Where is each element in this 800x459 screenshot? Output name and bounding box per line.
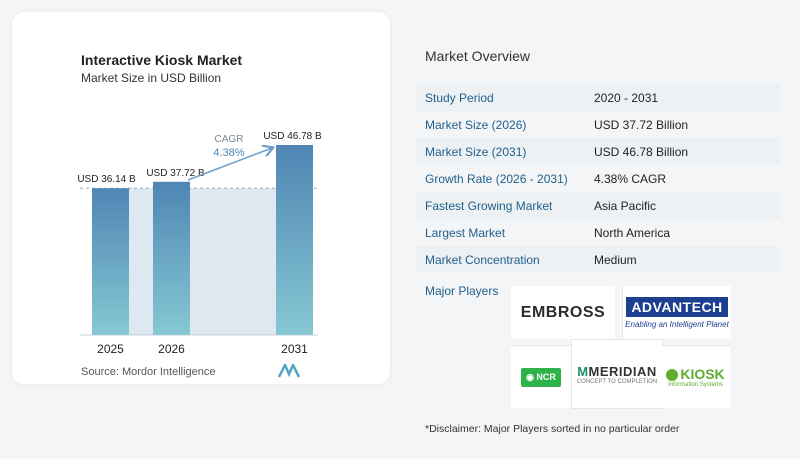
bar-2026 xyxy=(153,181,190,335)
overview-value: Medium xyxy=(594,253,637,267)
disclaimer: *Disclaimer: Major Players sorted in no … xyxy=(425,423,680,435)
data-label-2026: USD 37.72 B xyxy=(146,168,205,179)
cagr-label: CAGR xyxy=(215,134,244,145)
bar-chart: USD 36.14 B 2025 USD 37.72 B 2026 USD 46.78 … xyxy=(77,131,322,356)
overview-row: Market Size (2026) USD 37.72 Billion xyxy=(416,111,780,139)
overview-row: Largest Market North America xyxy=(416,219,780,247)
overview-row: Growth Rate (2026 - 2031) 4.38% CAGR xyxy=(416,165,780,193)
overview-value: USD 37.72 Billion xyxy=(594,118,689,132)
overview-key: Largest Market xyxy=(425,226,506,240)
players-title: Major Players xyxy=(425,284,499,298)
overview-key: Growth Rate (2026 - 2031) xyxy=(425,172,568,186)
x-tick-2031: 2031 xyxy=(281,342,308,356)
overview-row: Study Period 2020 - 2031 xyxy=(416,84,780,111)
bar-2025 xyxy=(92,188,129,335)
bar-2031 xyxy=(276,145,313,335)
overview-value: USD 46.78 Billion xyxy=(594,145,689,159)
overview-row: Fastest Growing Market Asia Pacific xyxy=(416,192,780,219)
x-tick-2025: 2025 xyxy=(97,342,124,356)
advantech-logo: ADVANTECH Enabling an Intelligent Planet xyxy=(622,286,731,339)
mordor-logo-icon xyxy=(277,362,302,383)
ncr-logo: ◉ NCR xyxy=(511,345,571,408)
overview-value: 4.38% CAGR xyxy=(594,172,667,186)
overview-value: 2020 - 2031 xyxy=(594,91,659,105)
overview-value: Asia Pacific xyxy=(594,199,657,213)
overview-key: Market Concentration xyxy=(425,253,540,267)
overview-key: Market Size (2031) xyxy=(425,145,527,159)
overview-value: North America xyxy=(594,226,671,240)
x-tick-2026: 2026 xyxy=(158,342,185,356)
overview-row: Market Size (2031) USD 46.78 Billion xyxy=(416,138,780,165)
meridian-logo: MMERIDIAN CONCEPT TO COMPLETION xyxy=(571,339,663,409)
kiosk-logo: KIOSK Information Systems xyxy=(661,345,730,408)
source-note: Source: Mordor Intelligence xyxy=(81,366,216,378)
overview-key: Fastest Growing Market xyxy=(425,199,553,213)
growth-band xyxy=(129,188,276,335)
data-label-2031: USD 46.78 B xyxy=(263,131,322,142)
overview-key: Study Period xyxy=(425,91,494,105)
overview-key: Market Size (2026) xyxy=(425,118,527,132)
cagr-arrow xyxy=(187,148,272,181)
data-label-2025: USD 36.14 B xyxy=(77,174,136,185)
overview-title: Market Overview xyxy=(425,48,531,64)
overview-row: Market Concentration Medium xyxy=(416,246,780,273)
chart-title: Interactive Kiosk Market xyxy=(81,52,243,68)
embross-logo: EMBROSS xyxy=(511,286,615,339)
chart-subtitle: Market Size in USD Billion xyxy=(81,71,222,85)
cagr-value: 4.38% xyxy=(213,147,244,159)
